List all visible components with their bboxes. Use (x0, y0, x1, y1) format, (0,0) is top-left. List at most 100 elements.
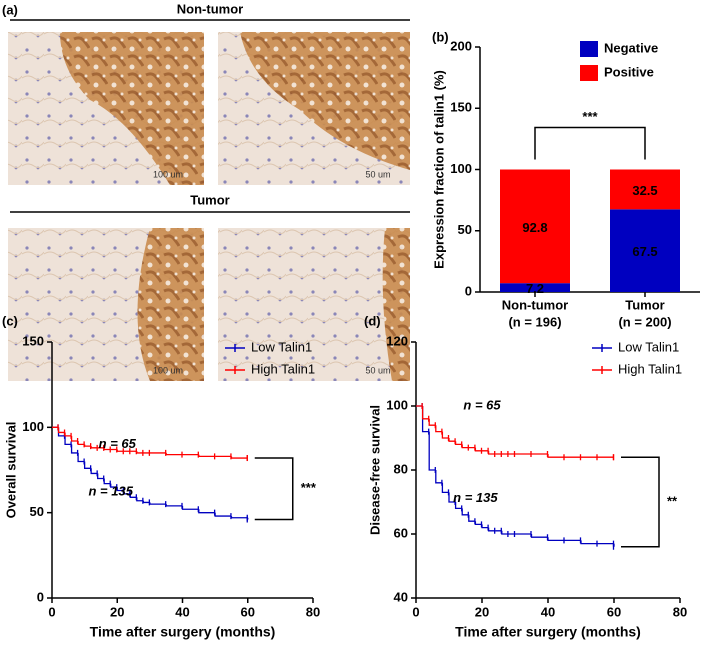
scale-bar-label: 50 um (365, 169, 390, 179)
y-tick-label: 60 (394, 525, 408, 540)
stain-region (382, 228, 410, 381)
survival-step (515, 451, 532, 457)
significance-label: *** (301, 480, 317, 495)
x-tick-label: 60 (241, 604, 255, 619)
y-tick-label: 80 (394, 461, 408, 476)
survival-step (564, 537, 582, 544)
x-tick-note: (n = 200) (618, 314, 671, 329)
bar-segment (500, 283, 570, 292)
survival-step (487, 450, 496, 457)
x-tick-label: Non-tumor (502, 297, 568, 312)
stain-region (137, 228, 204, 381)
survival-step (421, 406, 430, 422)
y-tick-label: 0 (465, 283, 472, 298)
survival-step (508, 531, 516, 537)
survival-step (116, 448, 124, 455)
survival-step (530, 534, 549, 541)
survival-step (428, 431, 436, 473)
stain-region (60, 32, 204, 185)
survival-step (508, 451, 516, 457)
legend-label: Low Talin1 (251, 339, 312, 354)
survival-step (581, 454, 598, 461)
survival-step (564, 454, 582, 461)
survival-step (441, 431, 450, 441)
survival-step (123, 448, 131, 455)
survival-step (580, 540, 598, 547)
survival-step (182, 451, 199, 458)
survival-step (230, 514, 248, 521)
significance-bracket (534, 126, 646, 160)
survival-step (198, 453, 216, 460)
legend-swatch (580, 41, 598, 57)
survival-step (97, 473, 105, 482)
value-label: 92.8 (522, 220, 547, 235)
x-tick-note: (n = 196) (508, 314, 561, 329)
group-title: Non-tumor (177, 1, 243, 16)
survival-step (416, 403, 423, 409)
survival-step (70, 435, 79, 444)
panel-label: (a) (2, 2, 18, 17)
x-tick-label: 40 (175, 604, 189, 619)
legend-line (592, 366, 612, 374)
survival-step (612, 543, 615, 550)
bar-segment (610, 169, 680, 210)
survival-step (612, 454, 615, 461)
survival-step (468, 444, 476, 451)
legend-label: High Talin1 (618, 361, 682, 376)
x-axis-label: Time after surgery (months) (455, 624, 641, 640)
legend-label: Low Talin1 (618, 339, 679, 354)
scale-bar-label: 100 um (153, 169, 183, 179)
survival-step (495, 527, 502, 534)
survival-step (52, 424, 59, 431)
survival-step (215, 453, 232, 460)
survival-step (454, 441, 463, 448)
survival-step (597, 454, 615, 461)
legend-label: Negative (604, 40, 658, 55)
y-axis-label: Expression fraction of talin1 (%) (431, 70, 446, 269)
survival-step (501, 530, 509, 537)
survival-step (83, 443, 92, 450)
x-axis-label: Time after surgery (months) (90, 624, 276, 640)
survival-step (142, 499, 151, 506)
x-tick-label: 60 (607, 604, 621, 619)
x-tick-label: 0 (412, 604, 419, 619)
survival-step (83, 461, 92, 472)
survival-step (90, 444, 98, 451)
y-tick-label: 100 (22, 419, 44, 434)
survival-step (64, 432, 72, 439)
survival-step (501, 451, 509, 457)
x-tick-label: 80 (306, 604, 320, 619)
y-tick-label: 100 (450, 161, 472, 176)
survival-step (435, 470, 443, 486)
bar-segment (500, 169, 570, 284)
survival-step (428, 418, 436, 429)
survival-step (143, 449, 151, 456)
y-tick-label: 200 (450, 38, 472, 53)
survival-step (136, 449, 144, 456)
value-label: 7.2 (526, 281, 544, 296)
survival-step (495, 451, 502, 457)
survival-step (448, 438, 456, 445)
survival-step (246, 455, 248, 462)
scale-bar-label: 100 um (153, 365, 183, 375)
survival-step (103, 446, 111, 453)
significance-bracket (621, 456, 660, 548)
panel-label: (b) (432, 29, 449, 44)
y-axis-label: Disease-free survival (367, 405, 382, 535)
significance-bracket (254, 457, 294, 521)
legend-line (225, 366, 245, 374)
survival-step (515, 531, 532, 537)
legend-line (225, 344, 245, 352)
y-tick-label: 50 (30, 504, 44, 519)
annotation: n = 135 (453, 490, 498, 505)
significance-label: ** (667, 493, 678, 508)
panel-label: (d) (364, 313, 381, 328)
significance-label: *** (582, 109, 598, 124)
survival-step (70, 444, 79, 456)
y-tick-label: 120 (386, 333, 408, 348)
y-tick-label: 150 (450, 100, 472, 115)
micrograph (218, 228, 410, 381)
y-tick-label: 150 (22, 333, 44, 348)
x-tick-label: 20 (110, 604, 124, 619)
